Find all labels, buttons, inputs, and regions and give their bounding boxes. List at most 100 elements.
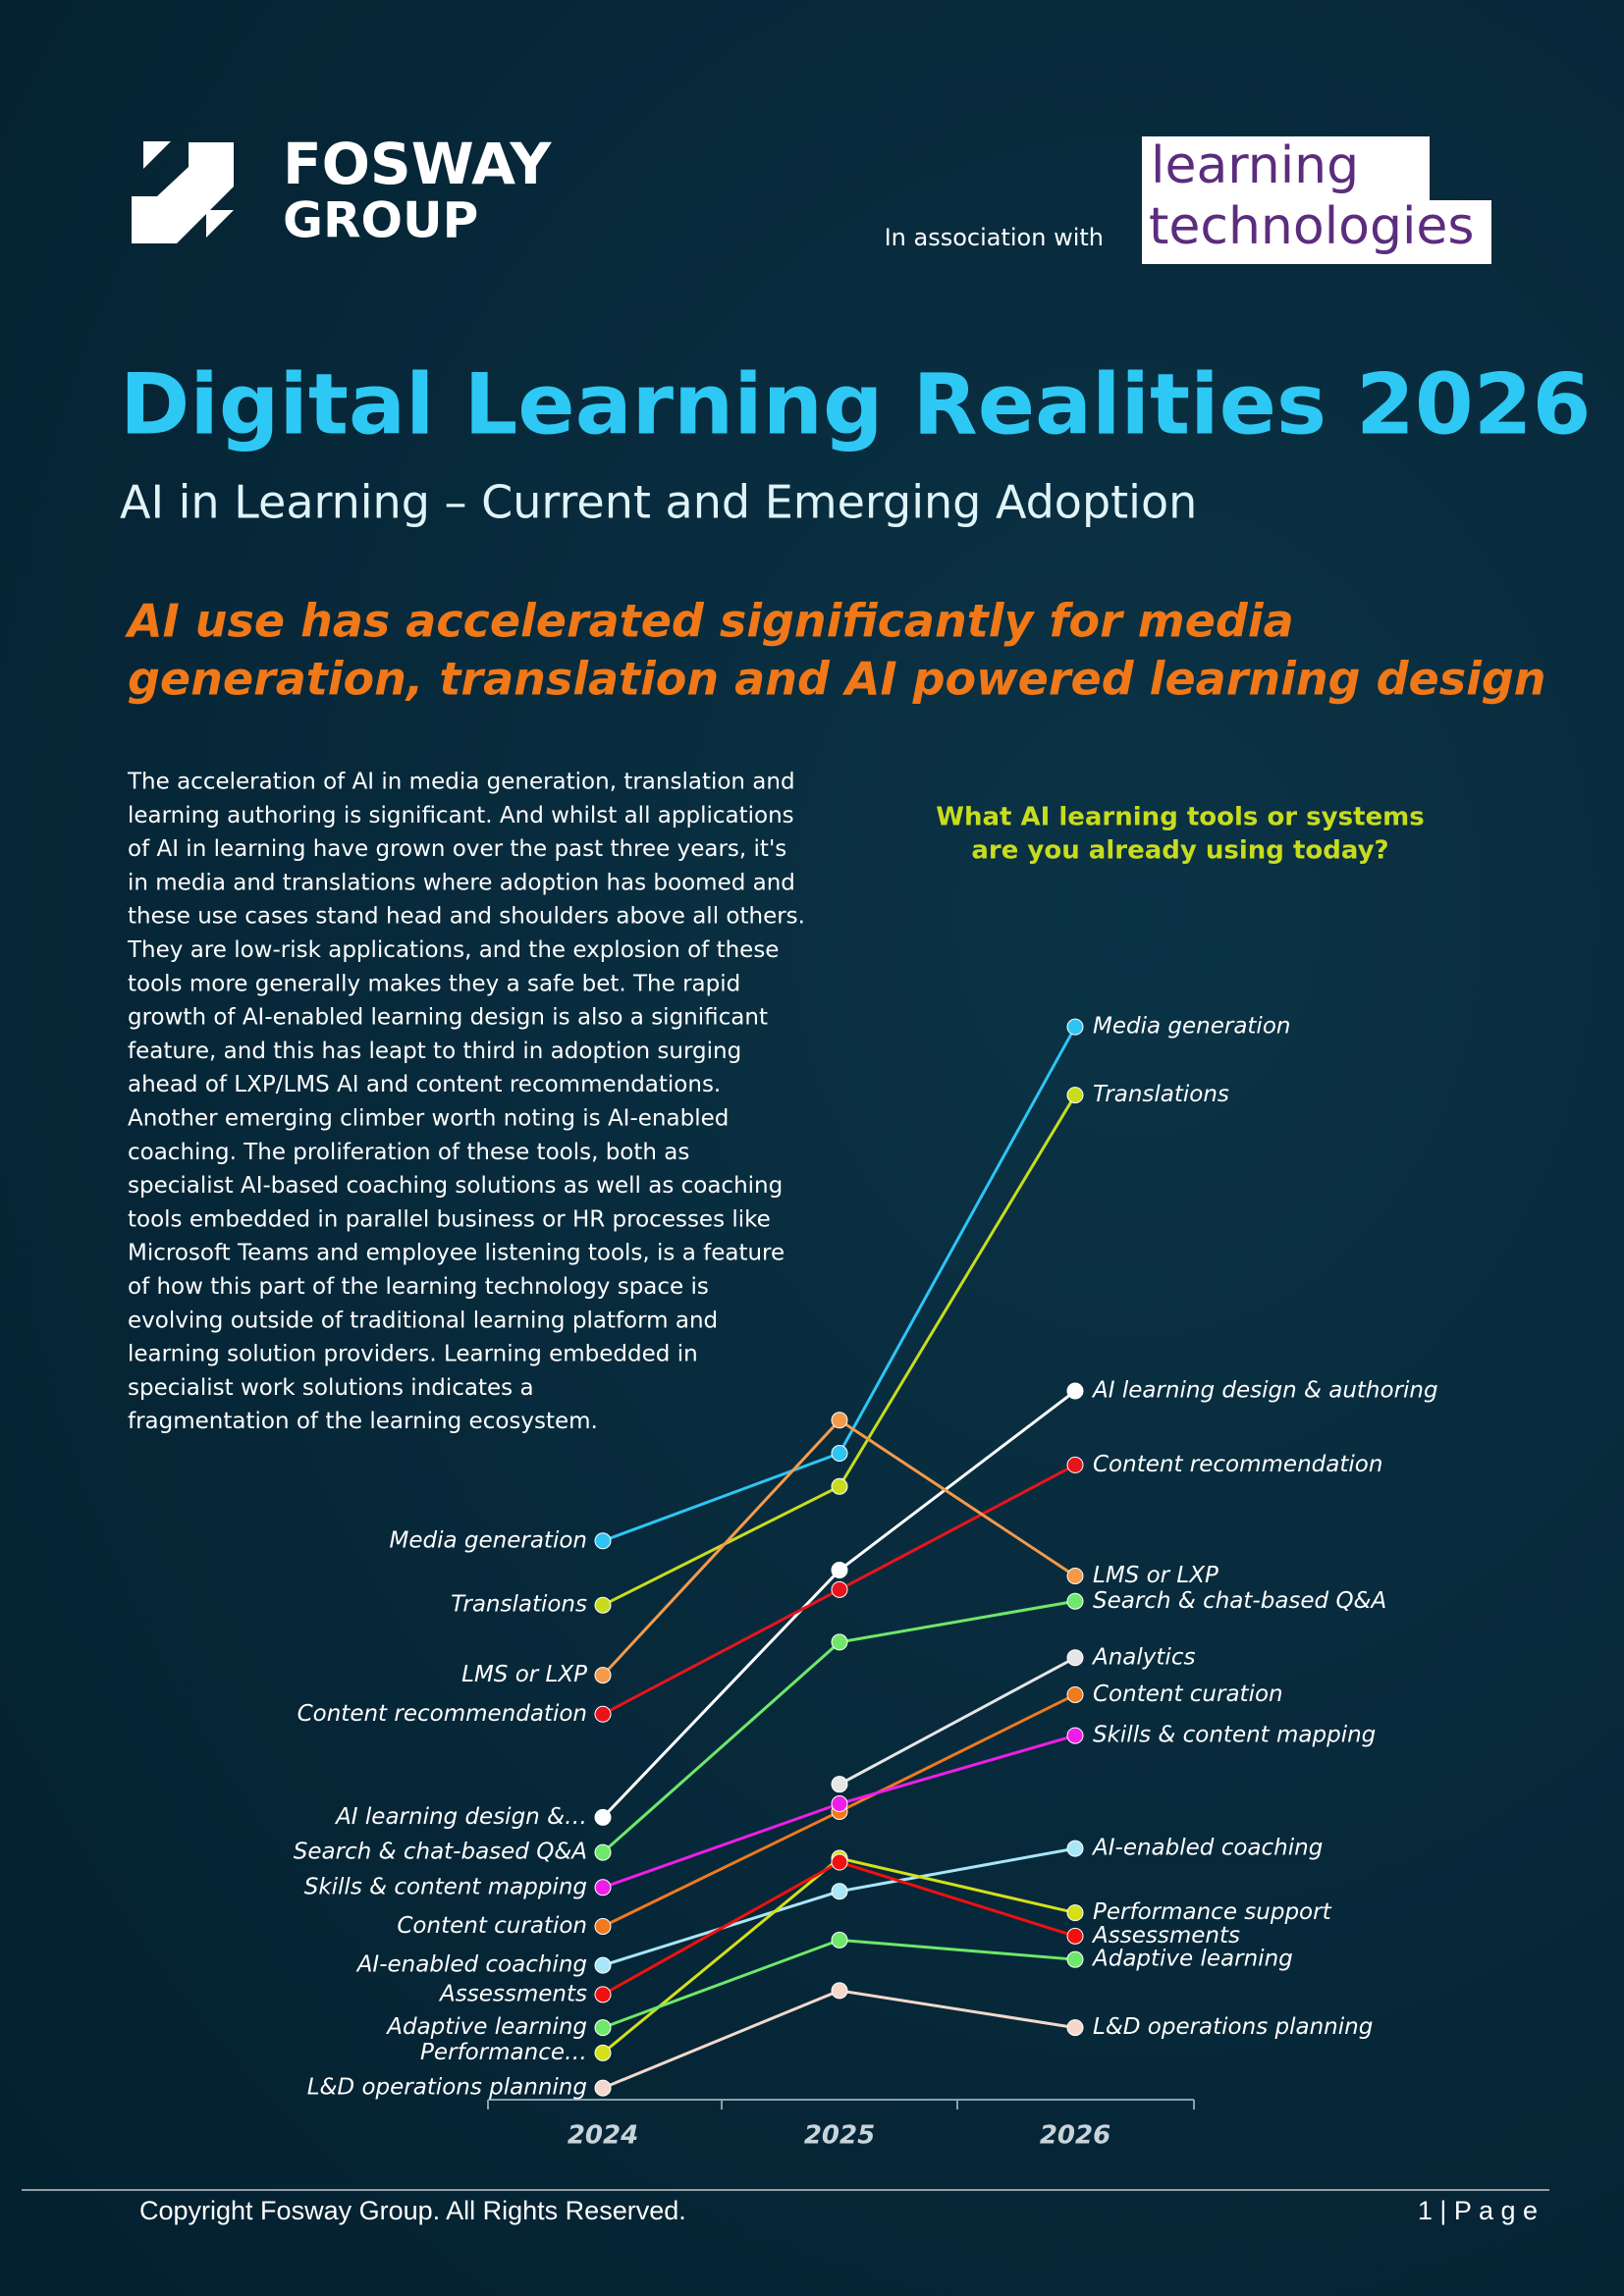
data-point [1066,1018,1084,1036]
body-line: of how this part of the learning technol… [128,1274,709,1300]
start-label: AI learning design &… [334,1804,587,1830]
body-line: coaching. The proliferation of these too… [128,1140,689,1165]
body-line: ahead of LXP/LMS AI and content recommen… [128,1072,721,1097]
end-label: LMS or LXP [1093,1563,1218,1588]
data-point [594,2079,612,2097]
x-tick-label: 2026 [1040,2121,1110,2151]
body-line: The acceleration of AI in media generati… [127,770,795,795]
body-line: of AI in learning have grown over the pa… [128,836,786,862]
data-point [1066,1567,1084,1584]
logo-mark [132,141,234,243]
data-point [594,1667,612,1684]
data-point [831,1795,848,1813]
data-point [594,1879,612,1896]
body-line: tools more generally makes they a safe b… [128,971,740,996]
body-line: They are low-risk applications, and the … [127,937,779,963]
body-text: The acceleration of AI in media generati… [127,770,805,1435]
start-label: Search & chat-based Q&A [294,1840,587,1865]
end-label: Media generation [1093,1014,1290,1040]
data-point [1066,1927,1084,1945]
body-line: specialist AI-based coaching solutions a… [128,1173,783,1199]
data-point [1066,1727,1084,1744]
body-line: evolving outside of traditional learning… [128,1308,718,1333]
end-label: Analytics [1091,1644,1195,1670]
data-point [1066,1904,1084,1922]
data-point [831,1580,848,1598]
end-label: Content recommendation [1093,1452,1382,1477]
page-title: Digital Learning Realities 2026 [120,355,1591,454]
data-point [831,1883,848,1900]
x-tick-label: 2024 [568,2121,638,2151]
end-label: Content curation [1093,1682,1283,1707]
start-label: Performance… [420,2040,587,2065]
body-line: fragmentation of the learning ecosystem. [128,1409,598,1434]
data-point [831,1477,848,1495]
data-point [1066,1950,1084,1968]
end-label: Adaptive learning [1091,1947,1293,1972]
page-subtitle: AI in Learning – Current and Emerging Ad… [120,476,1197,529]
partner-logo: learning [1151,136,1359,195]
data-point [594,1596,612,1614]
end-label: Translations [1093,1082,1229,1107]
data-point [1066,1456,1084,1473]
end-label: AI learning design & authoring [1091,1378,1438,1404]
data-point [594,1917,612,1935]
data-point [594,1843,612,1861]
footer-page: 1 | P a g e [1418,2196,1538,2225]
association-text: In association with [885,224,1104,251]
chart-title: What AI learning tools or systems [936,803,1424,832]
start-label: Content recommendation [298,1701,587,1727]
body-line: growth of AI-enabled learning design is … [128,1005,768,1031]
data-point [831,1776,848,1793]
data-point [594,2044,612,2061]
logo-text: GROUP [283,192,478,249]
data-point [1066,1649,1084,1667]
partner-box [1142,136,1430,203]
data-point [594,2019,612,2037]
body-line: learning authoring is significant. And w… [128,803,794,828]
body-line: tools embedded in parallel business or H… [128,1206,771,1232]
start-label: LMS or LXP [461,1662,587,1687]
end-label: L&D operations planning [1093,2014,1373,2040]
body-line: feature, and this has leapt to third in … [128,1039,741,1064]
body-line: these use cases stand head and shoulders… [128,904,805,930]
body-line: Another emerging climber worth noting is… [128,1106,729,1132]
data-point [594,1808,612,1826]
start-label: L&D operations planning [307,2075,587,2101]
data-point [831,1982,848,2000]
start-label: AI-enabled coaching [355,1952,587,1978]
start-label: Assessments [438,1981,587,2006]
data-point [1066,1382,1084,1400]
start-label: Content curation [397,1913,587,1939]
data-point [831,1853,848,1871]
data-point [1066,1685,1084,1703]
series-line [602,1860,1076,1997]
chart-title: are you already using today? [971,836,1388,866]
footer-copyright: Copyright Fosway Group. All Rights Reser… [139,2196,686,2225]
data-point [831,1931,848,1949]
headline: AI use has accelerated significantly for… [125,595,1294,648]
series-line [602,1989,1076,2090]
partner-logo: technologies [1149,197,1475,256]
start-label: Adaptive learning [385,2014,587,2040]
x-tick-label: 2025 [804,2121,875,2151]
chart: 2024 2025 2026 Media generation Media genera… [294,1014,1438,2151]
start-label: Media generation [390,1527,587,1553]
body-line: in media and translations where adoption… [128,870,795,895]
data-point [831,1445,848,1463]
end-label: Performance support [1093,1899,1332,1925]
data-point [1066,1087,1084,1104]
end-label: Assessments [1091,1923,1240,1949]
end-label: AI-enabled coaching [1091,1836,1323,1861]
data-point [1066,2019,1084,2037]
data-point [1066,1592,1084,1610]
body-line: Microsoft Teams and employee listening t… [128,1241,785,1266]
start-label: Skills & content mapping [304,1874,587,1899]
data-point [594,1532,612,1550]
data-point [831,1633,848,1651]
end-label: Skills & content mapping [1093,1723,1376,1748]
headline: generation, translation and AI powered l… [128,653,1546,706]
data-point [594,1705,612,1723]
data-point [831,1562,848,1579]
